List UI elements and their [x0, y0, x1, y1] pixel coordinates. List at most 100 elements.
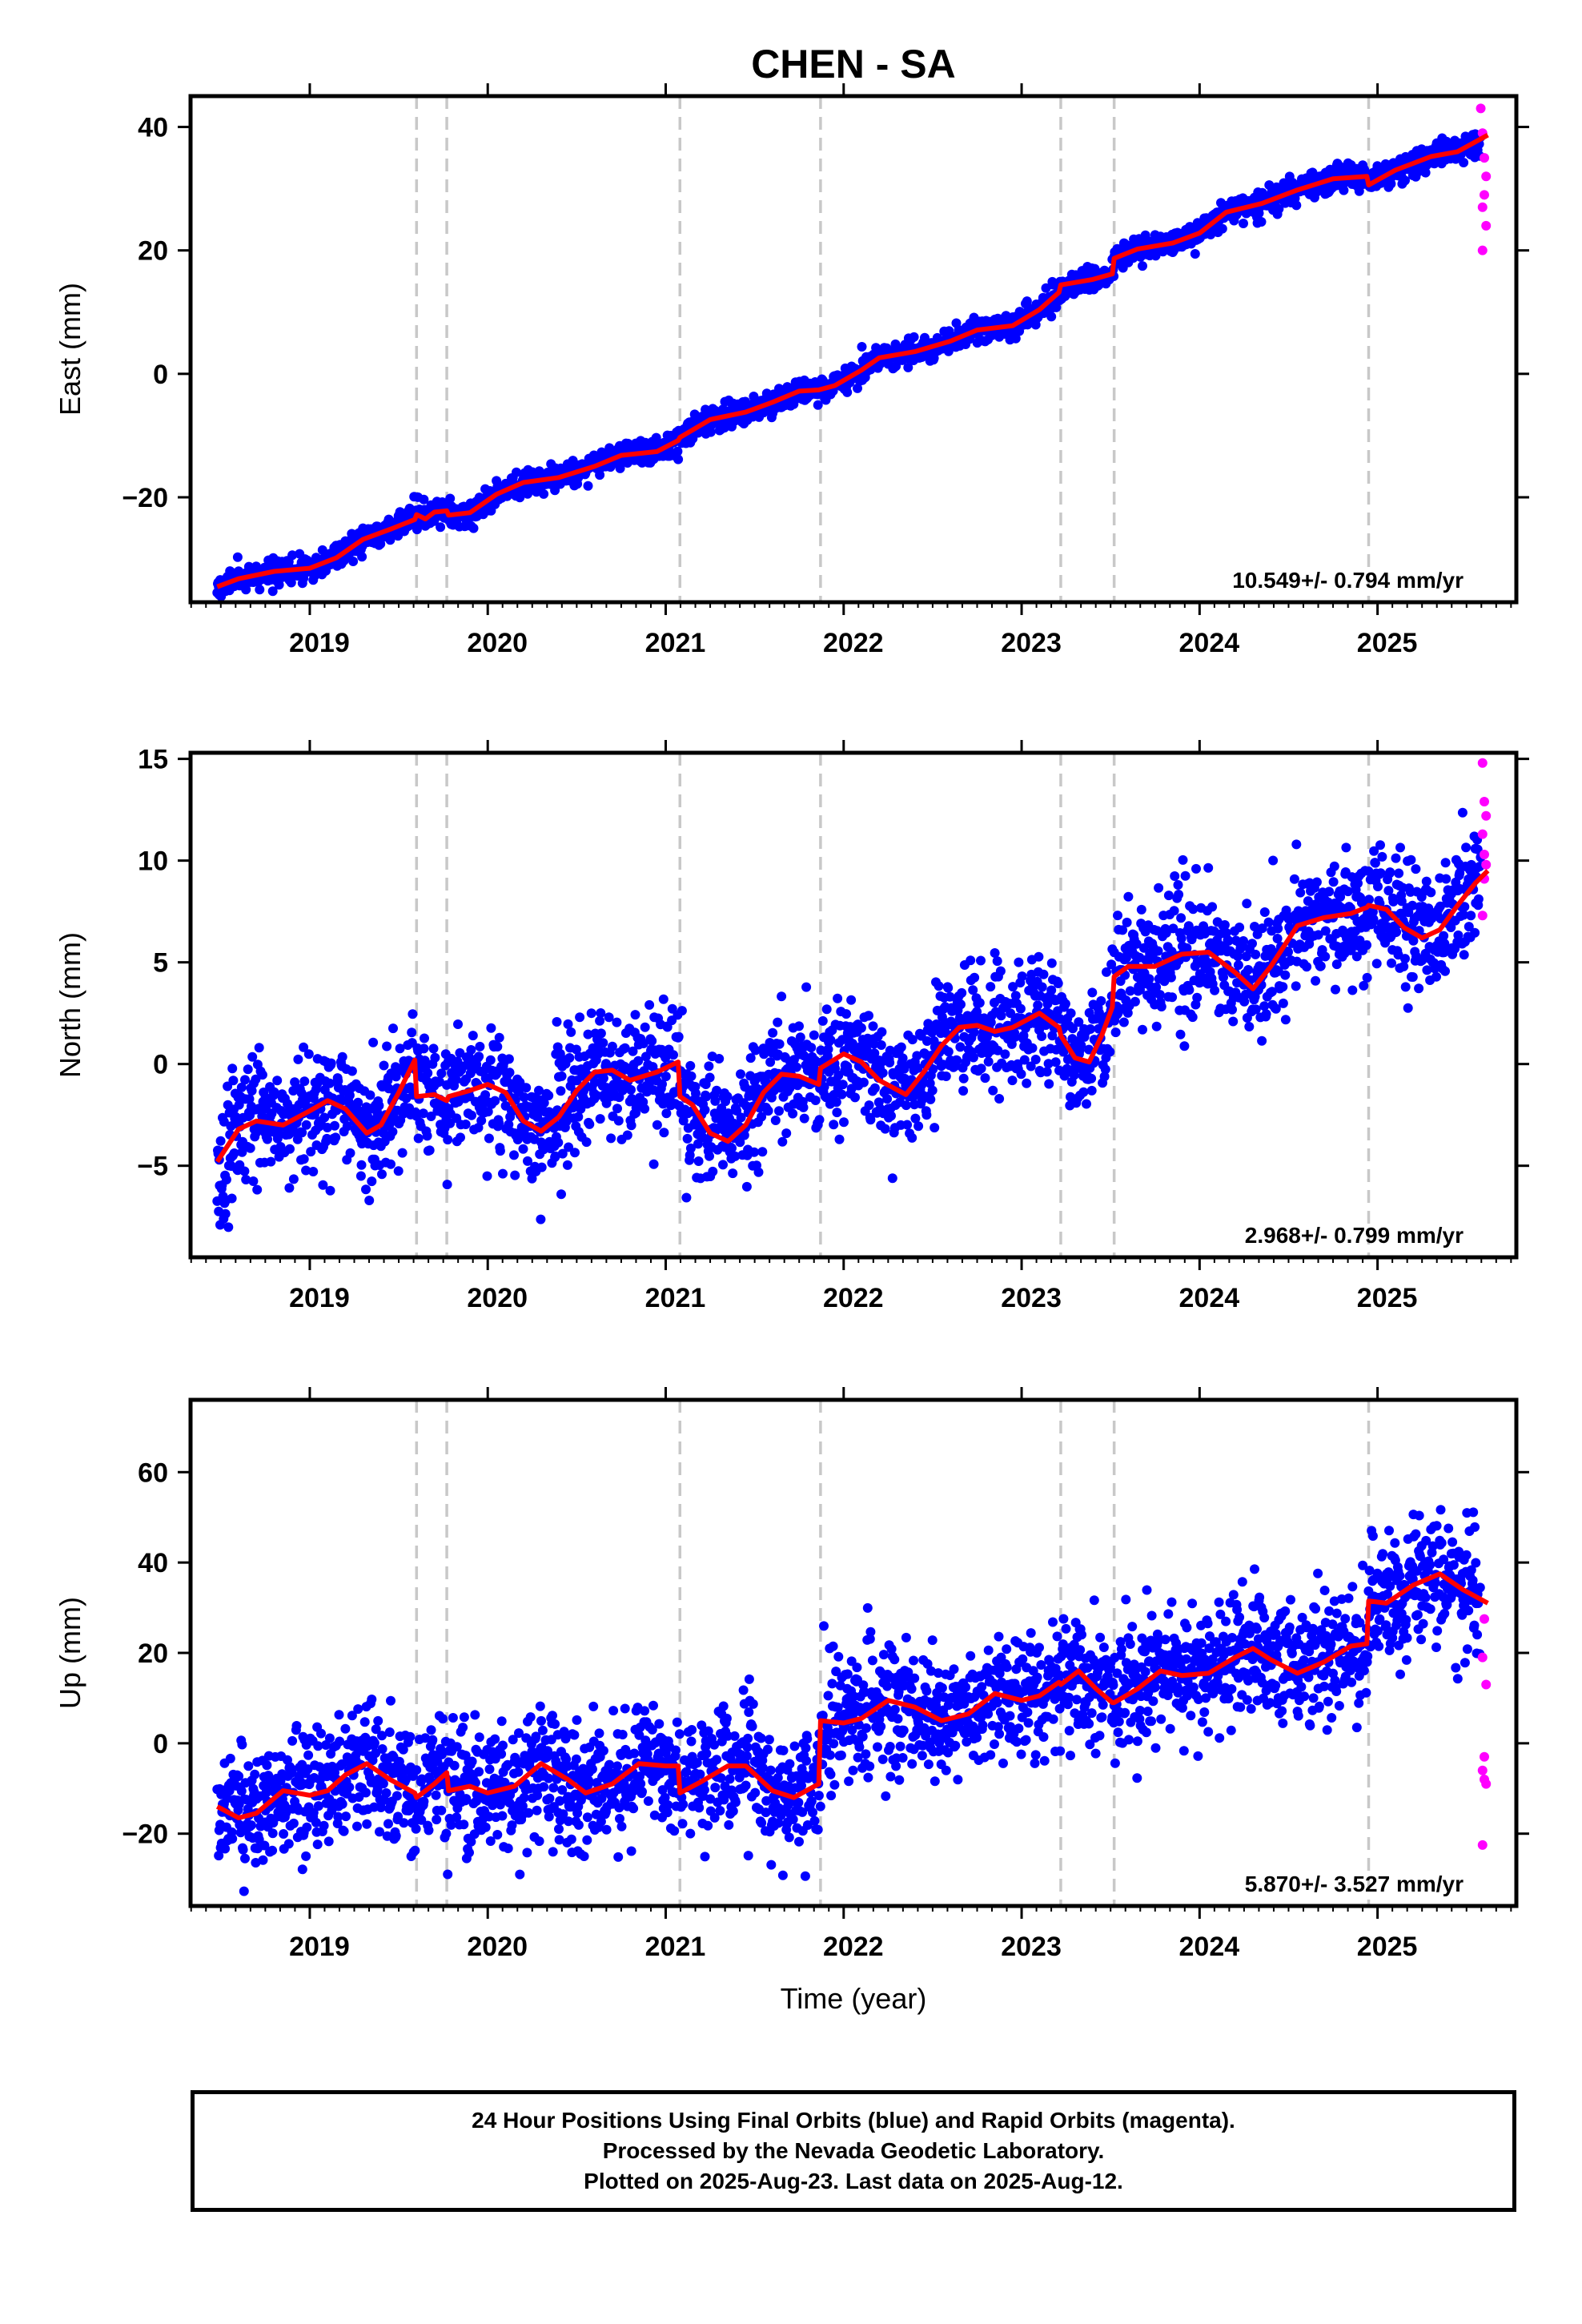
- final-orbit-point: [301, 1120, 311, 1130]
- final-orbit-point: [956, 999, 966, 1010]
- final-orbit-point: [853, 383, 862, 393]
- final-orbit-point: [1022, 1078, 1032, 1088]
- final-orbit-point: [757, 1112, 767, 1122]
- final-orbit-point: [361, 1184, 371, 1195]
- final-orbit-point: [791, 1062, 801, 1072]
- final-orbit-point: [907, 1035, 917, 1045]
- final-orbit-point: [1259, 907, 1270, 917]
- final-orbit-point: [345, 1148, 355, 1158]
- final-orbit-point: [348, 557, 359, 566]
- final-orbit-point: [356, 1160, 367, 1170]
- final-orbit-point: [219, 1116, 229, 1127]
- final-orbit-point: [705, 1072, 715, 1083]
- final-orbit-point: [681, 1192, 692, 1203]
- final-orbit-point: [1400, 982, 1411, 992]
- final-orbit-point: [1403, 1003, 1413, 1013]
- final-orbit-point: [342, 1121, 352, 1132]
- final-orbit-point: [834, 1134, 845, 1144]
- final-orbit-point: [379, 1060, 389, 1071]
- final-orbit-point: [1010, 333, 1021, 344]
- final-orbit-point: [994, 1094, 1005, 1104]
- final-orbit-point: [408, 1009, 418, 1019]
- final-orbit-point: [413, 1133, 424, 1144]
- final-orbit-point: [922, 1036, 932, 1046]
- final-orbit-point: [1466, 911, 1476, 921]
- final-orbit-point: [326, 1058, 336, 1068]
- final-orbit-point: [418, 1108, 428, 1119]
- final-orbit-point: [1173, 880, 1183, 890]
- final-orbit-point: [322, 1133, 332, 1144]
- final-orbit-point: [806, 1043, 817, 1053]
- final-orbit-point: [1074, 1017, 1084, 1027]
- final-orbit-point: [795, 1032, 805, 1043]
- final-orbit-point: [306, 1147, 316, 1157]
- final-orbit-point: [468, 1031, 478, 1041]
- final-orbit-point: [1289, 874, 1299, 884]
- final-orbit-point: [816, 1045, 826, 1055]
- final-orbit-point: [1235, 923, 1245, 932]
- final-orbit-point: [1280, 1015, 1291, 1025]
- final-orbit-point: [382, 1041, 392, 1051]
- final-orbit-point: [877, 1068, 888, 1078]
- final-orbit-point: [1400, 175, 1410, 186]
- x-tick-label: 2021: [645, 628, 706, 658]
- final-orbit-point: [1278, 982, 1288, 992]
- final-orbit-point: [556, 1189, 566, 1200]
- final-orbit-point: [1239, 219, 1248, 228]
- rapid-orbit-point: [1481, 220, 1492, 231]
- final-orbit-point: [957, 987, 967, 998]
- final-orbit-point: [445, 493, 456, 504]
- final-orbit-point: [229, 1148, 239, 1158]
- final-orbit-point: [553, 1137, 564, 1148]
- final-orbit-point: [504, 1054, 514, 1064]
- final-orbit-point: [913, 1121, 924, 1132]
- final-orbit-point: [658, 994, 669, 1004]
- final-orbit-point: [673, 454, 684, 464]
- final-orbit-point: [244, 1094, 255, 1104]
- final-orbit-point: [910, 1113, 921, 1124]
- final-orbit-point: [1227, 1004, 1237, 1015]
- final-orbit-point: [1406, 854, 1416, 865]
- final-orbit-point: [1407, 900, 1418, 911]
- final-orbit-point: [1188, 904, 1199, 915]
- final-orbit-point: [990, 948, 1000, 958]
- final-orbit-point: [1239, 996, 1250, 1007]
- final-orbit-point: [993, 1045, 1003, 1055]
- final-orbit-point: [850, 1092, 860, 1103]
- final-orbit-point: [777, 991, 787, 1002]
- final-orbit-point: [1017, 971, 1027, 982]
- final-orbit-point: [673, 446, 683, 456]
- final-orbit-point: [1037, 982, 1047, 992]
- final-orbit-point: [876, 1040, 886, 1050]
- final-orbit-point: [1377, 851, 1387, 862]
- final-orbit-point: [1027, 1043, 1038, 1053]
- final-orbit-point: [405, 1082, 416, 1092]
- final-orbit-point: [1414, 983, 1424, 994]
- final-orbit-point: [451, 1075, 461, 1085]
- final-orbit-point: [243, 1064, 253, 1075]
- final-orbit-point: [714, 1054, 725, 1063]
- final-orbit-point: [988, 1085, 998, 1096]
- final-orbit-point: [1010, 1032, 1020, 1043]
- final-orbit-point: [498, 1168, 508, 1179]
- final-orbit-point: [969, 1027, 979, 1038]
- final-orbit-point: [968, 985, 978, 995]
- final-orbit-point: [753, 1167, 764, 1177]
- final-orbit-point: [1256, 217, 1267, 227]
- final-orbit-point: [434, 1076, 444, 1087]
- final-orbit-point: [757, 1147, 768, 1157]
- final-orbit-point: [885, 1057, 895, 1068]
- final-orbit-point: [712, 1085, 722, 1096]
- final-orbit-point: [1272, 934, 1283, 943]
- final-orbit-point: [509, 1150, 519, 1160]
- panel-east: 2019 2020 2021 2022 2023 2024 2025−2002040East…: [54, 83, 1529, 658]
- final-orbit-point: [285, 1144, 295, 1154]
- final-orbit-point: [837, 1089, 847, 1100]
- final-orbit-point: [552, 1017, 562, 1027]
- final-orbit-point: [1106, 959, 1117, 970]
- final-orbit-point: [983, 1056, 994, 1067]
- final-orbit-point: [1203, 862, 1214, 873]
- final-orbit-point: [480, 1090, 491, 1100]
- final-orbit-point: [395, 1043, 405, 1054]
